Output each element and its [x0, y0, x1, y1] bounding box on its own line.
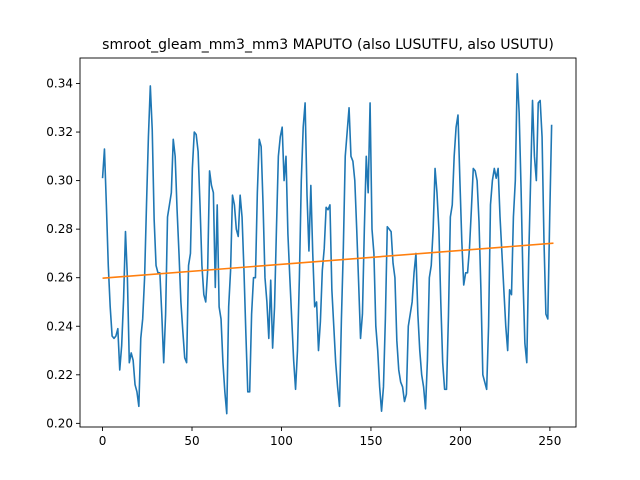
y-tick-label: 0.32: [46, 125, 73, 139]
x-tick-label: 150: [359, 434, 382, 448]
y-tick-label: 0.30: [46, 174, 73, 188]
x-tick-label: 250: [538, 434, 561, 448]
y-tick-label: 0.26: [46, 271, 73, 285]
y-tick-label: 0.20: [46, 416, 73, 430]
axes-frame: [79, 57, 577, 428]
x-tick-label: 0: [99, 434, 107, 448]
y-tick-label: 0.28: [46, 222, 73, 236]
y-tick-label: 0.22: [46, 368, 73, 382]
y-tick-label: 0.34: [46, 76, 73, 90]
trend-line: [102, 242, 554, 279]
x-tick-label: 200: [449, 434, 472, 448]
chart-title: smroot_gleam_mm3_mm3 MAPUTO (also LUSUTF…: [102, 37, 554, 53]
x-tick-label: 100: [270, 434, 293, 448]
series-line-0: [101, 72, 553, 415]
y-tick-label: 0.24: [46, 319, 73, 333]
x-tick-label: 50: [184, 434, 199, 448]
axes: 0 50 100 150 200 250 0.20 0.22 0.24 0.26 0.28 0.30 0…: [46, 57, 577, 448]
plot-area: [101, 72, 554, 415]
